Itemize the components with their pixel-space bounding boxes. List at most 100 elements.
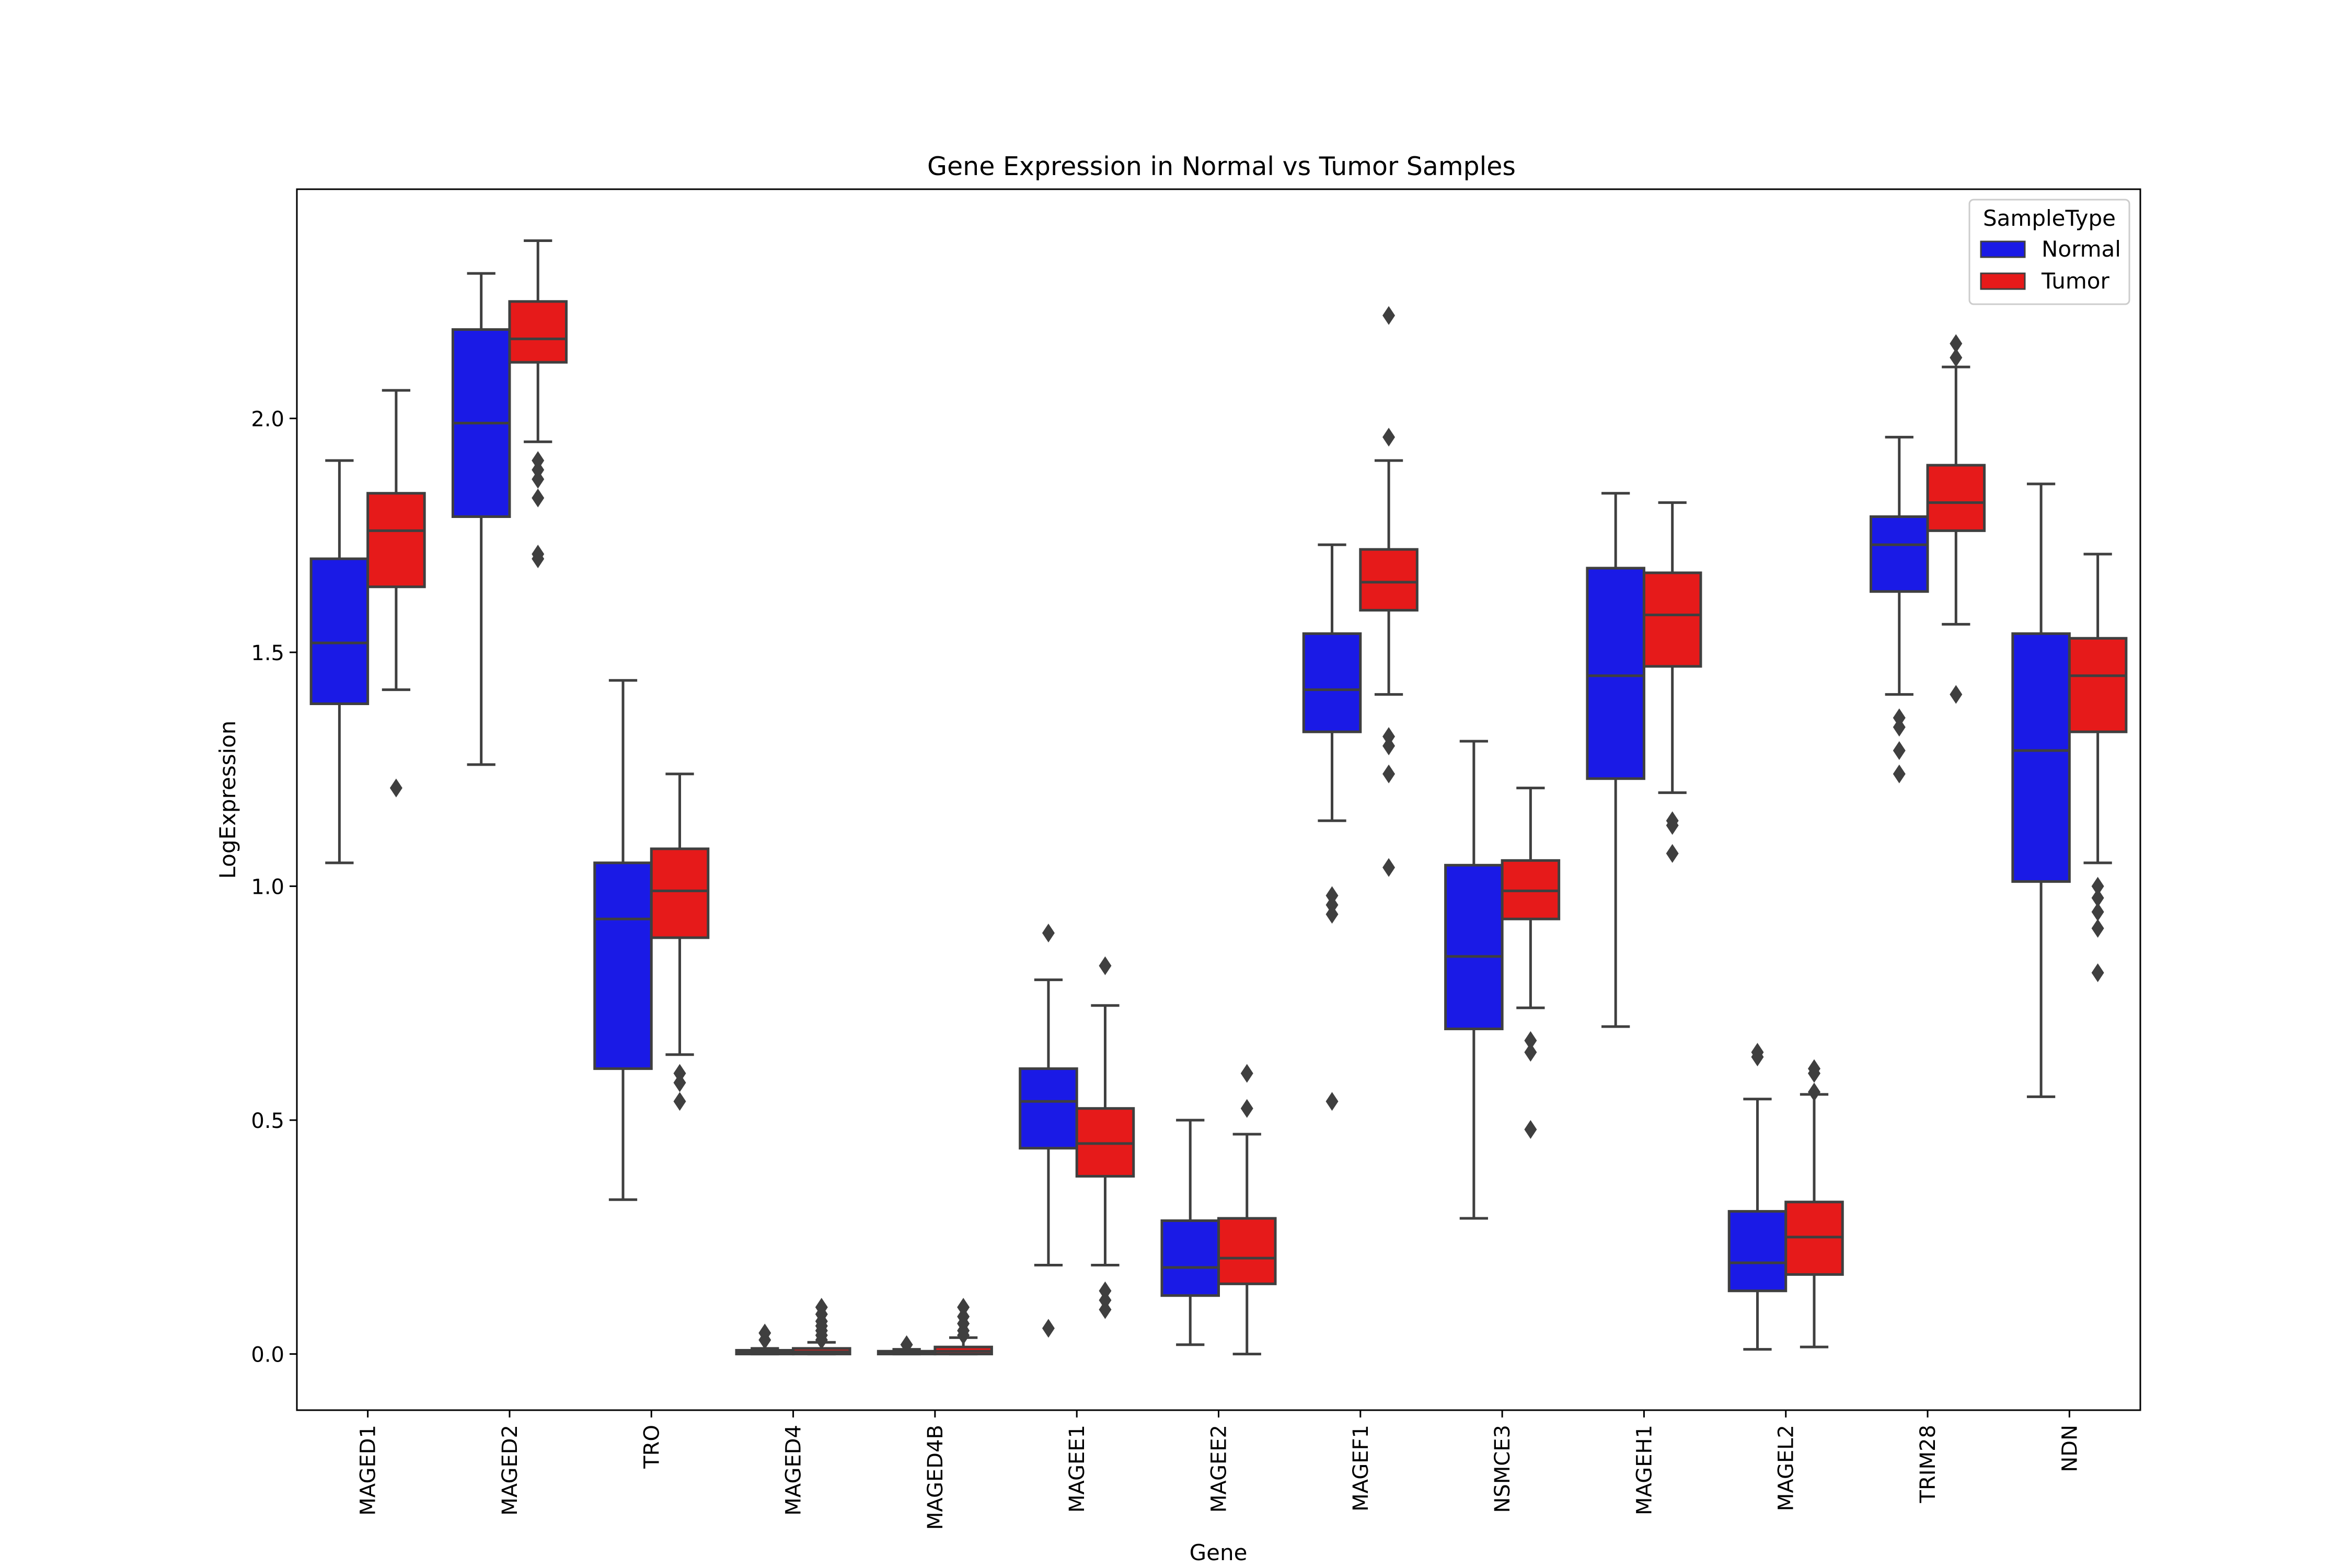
outlier-point bbox=[900, 1335, 913, 1354]
box-body bbox=[2011, 632, 2071, 883]
outlier-point bbox=[1042, 1319, 1055, 1338]
outlier-point bbox=[673, 1073, 686, 1092]
y-axis: 0.0 0.5 1.0 1.5 2.0 bbox=[251, 408, 297, 1367]
x-tick-label: MAGEL2 bbox=[1774, 1425, 1798, 1511]
x-tick-label: MAGED4B bbox=[924, 1425, 948, 1530]
y-tick-label: 1.5 bbox=[251, 641, 284, 665]
box-normal-mageh1 bbox=[1586, 492, 1645, 1028]
box-normal-trim28 bbox=[1870, 435, 1929, 783]
box-tumor-tro bbox=[650, 773, 710, 1111]
legend-swatch-normal bbox=[1980, 240, 2026, 258]
outlier-point bbox=[1382, 428, 1396, 447]
outlier-point bbox=[389, 778, 402, 798]
x-axis: MAGED1 MAGED2 TRO MAGED4 MAGED4B MAGEE1 MAGEE2… bbox=[356, 1410, 2082, 1530]
outlier-point bbox=[1950, 685, 1963, 704]
outlier-point bbox=[1382, 858, 1396, 877]
outlier-point bbox=[2091, 902, 2104, 921]
legend-swatch-tumor bbox=[1980, 272, 2026, 290]
box-normal-magee2 bbox=[1160, 1119, 1220, 1346]
outlier-point bbox=[1240, 1064, 1253, 1083]
box-normal-tro bbox=[593, 679, 653, 1201]
outlier-point bbox=[1382, 736, 1396, 756]
outlier-point bbox=[1950, 334, 1963, 353]
box-tumor-nsmce3 bbox=[1501, 787, 1561, 1139]
box-tumor-magel2 bbox=[1784, 1059, 1844, 1348]
box-body bbox=[1302, 632, 1362, 733]
box-body bbox=[1642, 571, 1702, 668]
outlier-point bbox=[1524, 1031, 1537, 1050]
x-tick-label: MAGEF1 bbox=[1349, 1425, 1373, 1512]
box-tumor-mageh1 bbox=[1642, 501, 1702, 863]
x-axis-label: Gene bbox=[1190, 1540, 1248, 1565]
y-axis-label: LogExpression bbox=[215, 720, 240, 879]
outlier-point bbox=[1524, 1120, 1537, 1139]
x-tick-label: MAGEH1 bbox=[1632, 1425, 1656, 1515]
outlier-point bbox=[758, 1330, 771, 1350]
outlier-point bbox=[1950, 348, 1963, 367]
box-normal-magee1 bbox=[1019, 924, 1078, 1338]
box-tumor-maged4 bbox=[792, 1298, 851, 1356]
outlier-point bbox=[1325, 1092, 1339, 1111]
outlier-point bbox=[1382, 764, 1396, 783]
box-tumor-maged4b bbox=[933, 1298, 993, 1356]
outlier-point bbox=[815, 1330, 828, 1350]
x-tick-label: NSMCE3 bbox=[1491, 1425, 1515, 1513]
outlier-point bbox=[1893, 718, 1906, 737]
outlier-point bbox=[1240, 1099, 1253, 1118]
x-tick-label: MAGED4 bbox=[782, 1425, 806, 1516]
outlier-point bbox=[2091, 877, 2104, 896]
y-tick-label: 1.0 bbox=[251, 875, 284, 900]
legend-label-normal: Normal bbox=[2042, 236, 2121, 262]
box-body bbox=[593, 861, 653, 1070]
x-tick-label: TRO bbox=[640, 1425, 664, 1469]
box-tumor-maged2 bbox=[508, 239, 568, 569]
y-tick-label: 2.0 bbox=[251, 408, 284, 432]
box-body bbox=[366, 492, 426, 589]
outlier-point bbox=[1807, 1082, 1820, 1102]
box-normal-maged2 bbox=[451, 272, 511, 766]
outlier-point bbox=[1325, 905, 1339, 924]
outlier-point bbox=[957, 1325, 970, 1345]
outlier-point bbox=[1099, 956, 1112, 975]
legend-label-tumor: Tumor bbox=[2041, 268, 2110, 294]
outlier-point bbox=[532, 488, 545, 508]
box-normal-magef1 bbox=[1302, 543, 1362, 1111]
outlier-point bbox=[532, 469, 545, 489]
outlier-point bbox=[532, 549, 545, 569]
outlier-point bbox=[1893, 741, 1906, 760]
outlier-point bbox=[1042, 924, 1055, 943]
outlier-point bbox=[1382, 306, 1396, 325]
box-body bbox=[1444, 863, 1504, 1031]
outlier-point bbox=[2091, 919, 2104, 938]
box-tumor-maged1 bbox=[366, 389, 426, 798]
legend-title: SampleType bbox=[1983, 205, 2116, 231]
box-tumor-trim28 bbox=[1926, 334, 1986, 704]
box-body bbox=[1160, 1219, 1220, 1297]
box-body bbox=[1870, 515, 1929, 593]
box-body bbox=[2068, 637, 2128, 733]
outlier-point bbox=[1099, 1300, 1112, 1319]
y-tick-label: 0.5 bbox=[251, 1109, 284, 1133]
y-tick-label: 0.0 bbox=[251, 1343, 284, 1367]
box-normal-ndn bbox=[2011, 482, 2071, 1098]
box-body bbox=[1217, 1217, 1277, 1285]
outlier-point bbox=[2091, 963, 2104, 983]
box-normal-maged4b bbox=[877, 1335, 937, 1356]
outlier-point bbox=[1666, 844, 1679, 863]
box-body bbox=[1359, 548, 1419, 612]
box-body bbox=[1586, 567, 1645, 780]
chart-title: Gene Expression in Normal vs Tumor Sampl… bbox=[927, 152, 1516, 181]
outlier-point bbox=[1666, 816, 1679, 835]
box-normal-magel2 bbox=[1727, 1043, 1788, 1351]
box-body bbox=[1727, 1210, 1788, 1293]
outlier-point bbox=[1893, 764, 1906, 783]
box-body bbox=[1019, 1067, 1078, 1150]
box-normal-nsmce3 bbox=[1444, 740, 1504, 1220]
legend: SampleType Normal Tumor bbox=[1968, 199, 2130, 305]
box-tumor-magee1 bbox=[1075, 956, 1135, 1319]
x-tick-label: MAGED2 bbox=[498, 1425, 522, 1516]
outlier-point bbox=[1751, 1047, 1764, 1067]
box-body bbox=[650, 847, 710, 939]
outlier-point bbox=[673, 1092, 686, 1111]
